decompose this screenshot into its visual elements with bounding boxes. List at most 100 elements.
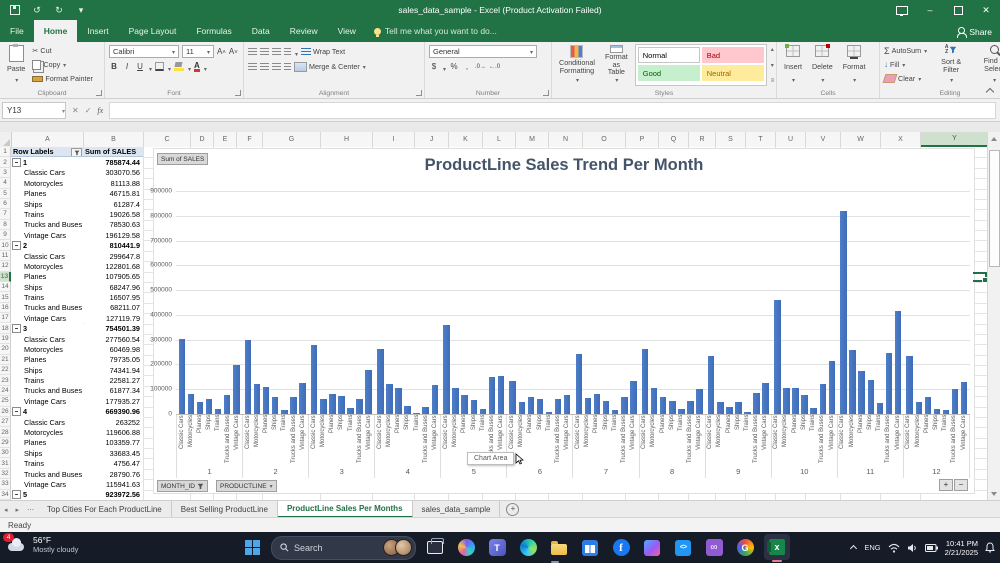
align-middle-icon[interactable] — [260, 47, 269, 56]
bar-6-vintage-cars[interactable] — [563, 394, 571, 414]
row-header-3[interactable]: 3 — [0, 167, 11, 179]
pivot-row-value[interactable]: 196129.58 — [83, 230, 143, 241]
pivot-row-label[interactable]: Vintage Cars — [11, 479, 83, 490]
save-button[interactable] — [8, 3, 22, 17]
bar-11-ships[interactable] — [867, 379, 875, 414]
taskbar-search[interactable]: Search — [271, 535, 416, 560]
bar-5-vintage-cars[interactable] — [497, 376, 505, 414]
pivot-row-value[interactable]: 122801.68 — [83, 261, 143, 272]
pivot-row-value[interactable]: 127119.79 — [83, 313, 143, 324]
column-header-c[interactable]: C — [144, 132, 191, 147]
increase-decimal-button[interactable]: .0→ — [475, 63, 487, 70]
sheet-tab-top-cities-for-each-productline[interactable]: Top Cities For Each ProductLine — [38, 501, 172, 518]
bar-6-motorcycles[interactable] — [518, 401, 526, 414]
cancel-entry-button[interactable]: ✕ — [72, 105, 79, 115]
percent-button[interactable]: % — [450, 62, 458, 71]
close-button[interactable]: ✕ — [972, 0, 1000, 20]
pivot-row-value[interactable]: 61287.4 — [83, 198, 143, 210]
ribbon-tab-view[interactable]: View — [337, 26, 356, 36]
bar-6-planes[interactable] — [527, 396, 535, 414]
italic-button[interactable]: I — [125, 62, 129, 71]
row-header-22[interactable]: 22 — [0, 365, 11, 376]
bar-9-trains[interactable] — [744, 412, 751, 414]
maximize-button[interactable] — [944, 0, 972, 20]
pivot-row-value[interactable]: 78530.63 — [83, 219, 143, 231]
pivot-row-label[interactable]: Trains — [11, 292, 83, 303]
pivot-row-label[interactable]: Trucks and Buses — [11, 219, 83, 231]
bar-12-classic-cars[interactable] — [906, 355, 913, 414]
column-header-g[interactable]: G — [263, 132, 321, 147]
pivot-header-sum-of-sales[interactable]: Sum of SALES — [83, 147, 143, 158]
bar-1-ships[interactable] — [205, 398, 213, 414]
pivot-row-value[interactable]: 669390.96 — [83, 406, 143, 417]
cut-button[interactable]: ✂ Cut — [32, 46, 52, 55]
bar-9-ships[interactable] — [735, 402, 742, 414]
align-left-icon[interactable] — [248, 62, 257, 71]
bar-5-trucks-and-buses[interactable] — [488, 376, 496, 414]
bar-6-classic-cars[interactable] — [509, 381, 516, 414]
pivot-row-label[interactable]: Ships — [11, 365, 83, 376]
bar-3-vintage-cars[interactable] — [365, 369, 372, 414]
row-header-6[interactable]: 6 — [0, 198, 11, 210]
column-header-f[interactable]: F — [237, 132, 263, 147]
pivot-row-value[interactable]: 810441.9 — [83, 240, 143, 251]
collapse-icon[interactable] — [12, 324, 21, 334]
pivot-row-label[interactable]: 5 — [11, 489, 83, 500]
format-as-table-button[interactable]: Format as Table — [602, 44, 631, 86]
bar-7-vintage-cars[interactable] — [630, 380, 637, 414]
pivot-row-label[interactable]: Motorcycles — [11, 261, 83, 272]
bar-6-trucks-and-buses[interactable] — [554, 399, 562, 414]
row-header-9[interactable]: 9 — [0, 230, 11, 241]
g-app-button[interactable]: G — [733, 536, 757, 560]
pivot-row-label[interactable]: Classic Cars — [11, 333, 83, 345]
row-header-21[interactable]: 21 — [0, 354, 11, 366]
bar-10-planes[interactable] — [792, 387, 799, 414]
cell-style-good[interactable]: Good — [637, 65, 700, 81]
insert-function-button[interactable]: fx — [97, 105, 104, 115]
row-header-8[interactable]: 8 — [0, 219, 11, 231]
bar-10-motorcycles[interactable] — [783, 388, 790, 414]
find-select-button[interactable]: Find & Select — [975, 44, 1000, 86]
bar-2-motorcycles[interactable] — [253, 383, 261, 414]
store-button[interactable] — [578, 536, 602, 560]
copy-button[interactable]: Copy — [32, 58, 93, 71]
bar-9-classic-cars[interactable] — [707, 355, 715, 414]
column-header-x[interactable]: X — [881, 132, 921, 147]
row-header-26[interactable]: 26 — [0, 406, 11, 417]
bar-4-planes[interactable] — [395, 388, 402, 414]
row-header-33[interactable]: 33 — [0, 479, 11, 490]
scroll-up-button[interactable] — [988, 132, 1000, 145]
bar-6-trains[interactable] — [545, 411, 553, 414]
bar-7-motorcycles[interactable] — [584, 397, 592, 414]
pivot-row-value[interactable]: 177935.27 — [83, 396, 143, 407]
bar-7-ships[interactable] — [602, 400, 610, 414]
bar-2-classic-cars[interactable] — [244, 339, 252, 414]
bar-9-motorcycles[interactable] — [717, 402, 724, 414]
bar-5-ships[interactable] — [470, 400, 477, 414]
collapse-icon[interactable] — [12, 158, 21, 168]
grow-font-button[interactable]: A˄ — [217, 47, 226, 56]
bar-2-vintage-cars[interactable] — [299, 382, 306, 414]
row-header-15[interactable]: 15 — [0, 292, 11, 303]
bar-10-trucks-and-buses[interactable] — [819, 384, 827, 414]
align-bottom-icon[interactable] — [272, 47, 281, 56]
collapse-icon[interactable] — [12, 241, 21, 251]
column-header-u[interactable]: U — [776, 132, 806, 147]
weather-widget[interactable]: 4 56°F Mostly cloudy — [3, 532, 78, 554]
vscode-button[interactable]: <> — [671, 536, 695, 560]
bar-9-trucks-and-buses[interactable] — [753, 393, 760, 414]
bar-12-trains[interactable] — [942, 409, 950, 414]
pivot-row-label[interactable]: 4 — [11, 406, 83, 417]
bar-8-classic-cars[interactable] — [641, 349, 649, 414]
column-header-i[interactable]: I — [373, 132, 415, 147]
row-header-25[interactable]: 25 — [0, 396, 11, 407]
format-painter-button[interactable]: Format Painter — [32, 72, 93, 85]
pivot-row-label[interactable]: Ships — [11, 198, 83, 210]
bar-3-trucks-and-buses[interactable] — [356, 398, 363, 414]
borders-icon[interactable] — [155, 62, 165, 71]
photos-button[interactable] — [640, 536, 664, 560]
sheet-tab-sales-data-sample[interactable]: sales_data_sample — [413, 501, 501, 518]
row-header-24[interactable]: 24 — [0, 385, 11, 397]
bar-7-trains[interactable] — [611, 409, 619, 414]
